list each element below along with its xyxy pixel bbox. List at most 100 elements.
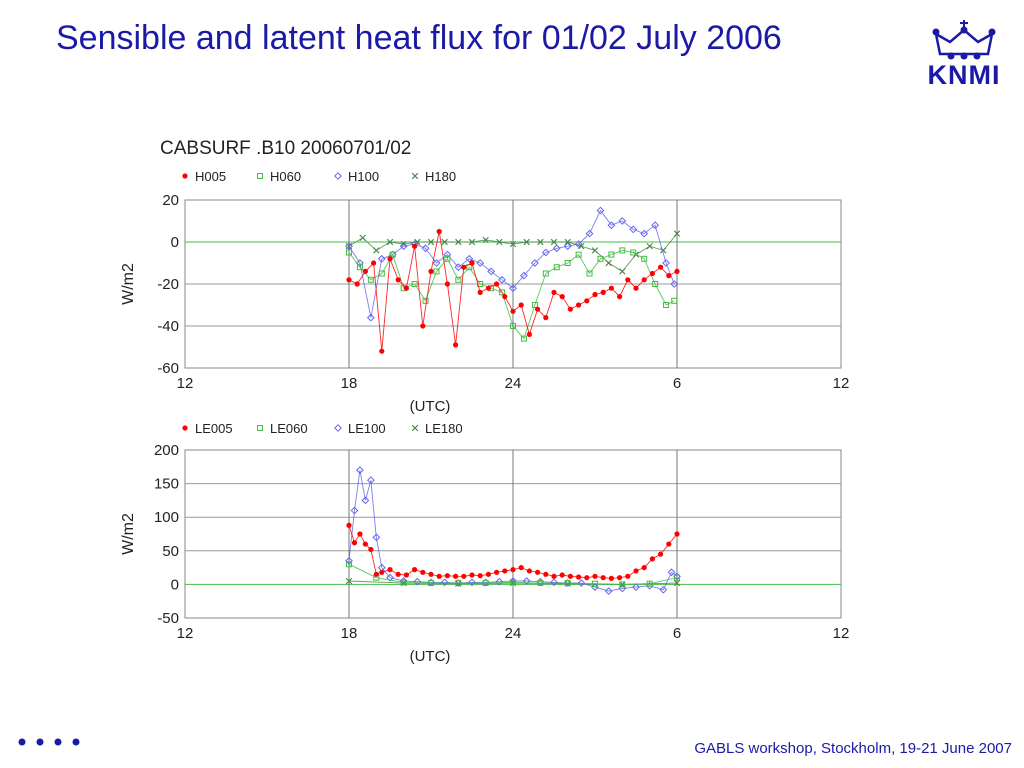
data-point: [535, 306, 541, 312]
data-point: [469, 572, 475, 578]
data-point: [567, 306, 573, 312]
legend-label: H060: [270, 169, 301, 184]
data-point: [526, 568, 532, 574]
data-point: [357, 531, 363, 537]
x-tick-label: 12: [833, 625, 850, 642]
data-point: [477, 289, 483, 295]
legend-label: LE100: [348, 421, 386, 436]
data-point: [646, 580, 653, 587]
data-point: [444, 281, 450, 287]
data-point: [652, 281, 659, 287]
data-point: [427, 238, 435, 246]
data-point: [428, 571, 434, 577]
data-point: [346, 522, 352, 528]
data-point: [403, 285, 409, 291]
legend-marker: [411, 424, 419, 432]
data-point: [379, 569, 385, 575]
y-tick-label: -20: [157, 276, 179, 293]
data-point: [403, 572, 409, 578]
data-point: [518, 565, 524, 571]
series-LE060: [346, 561, 680, 588]
data-point: [520, 335, 527, 342]
data-point: [551, 573, 557, 579]
x-tick-label: 12: [177, 375, 194, 392]
data-point: [640, 229, 649, 238]
data-point: [604, 587, 613, 596]
data-point: [422, 297, 429, 304]
data-point: [531, 302, 538, 308]
data-point: [389, 251, 396, 258]
x-tick-label: 18: [341, 375, 358, 392]
data-point: [619, 581, 626, 588]
data-point: [559, 294, 565, 300]
data-point: [441, 238, 448, 246]
data-point: [444, 573, 450, 579]
data-point: [498, 275, 506, 284]
y-tick-label: 0: [171, 576, 179, 593]
data-point: [564, 260, 571, 266]
data-point: [518, 302, 524, 308]
y-tick-label: -50: [157, 610, 179, 627]
data-point: [482, 236, 489, 244]
data-point: [662, 259, 670, 267]
legend-marker: [257, 425, 263, 431]
data-point: [400, 579, 407, 586]
data-point: [495, 577, 504, 586]
series-LE005: [346, 522, 680, 581]
data-point: [412, 567, 418, 573]
data-point: [345, 556, 353, 565]
y-axis-label: W/m2: [120, 513, 137, 555]
data-point: [649, 556, 656, 562]
data-point: [421, 244, 430, 253]
legend-label: H180: [425, 169, 456, 184]
data-point: [487, 267, 496, 276]
data-point: [666, 541, 672, 547]
data-point: [356, 259, 364, 267]
logo-text: KNMI: [927, 60, 1001, 90]
data-point: [646, 243, 653, 250]
series-H060: [346, 247, 678, 342]
data-point: [395, 571, 401, 577]
data-point: [413, 577, 422, 586]
data-point: [592, 291, 598, 298]
data-point: [658, 551, 664, 557]
data-point: [629, 225, 638, 234]
data-point: [485, 571, 491, 577]
data-point: [499, 289, 506, 296]
data-point: [428, 268, 434, 274]
data-point: [346, 561, 352, 568]
data-point: [378, 270, 385, 277]
data-point: [371, 260, 377, 266]
legend-marker: [334, 172, 342, 180]
data-point: [535, 569, 541, 575]
data-point: [485, 285, 491, 291]
data-point: [520, 271, 528, 280]
data-point: [584, 575, 590, 581]
data-point: [597, 255, 604, 262]
knmi-logo: KNMI: [918, 18, 1010, 98]
data-point: [373, 247, 380, 254]
data-point: [510, 323, 516, 329]
data-point: [608, 575, 614, 581]
data-point: [366, 313, 375, 322]
data-point: [605, 259, 612, 267]
data-point: [526, 331, 532, 337]
data-point: [663, 302, 670, 308]
data-point: [523, 238, 530, 246]
data-point: [455, 580, 462, 587]
data-point: [641, 565, 647, 571]
data-point: [659, 585, 668, 594]
data-point: [600, 575, 606, 581]
x-tick-label: 24: [505, 625, 522, 642]
data-point: [667, 568, 676, 577]
data-point: [345, 577, 353, 585]
data-point: [346, 277, 352, 283]
x-tick-label: 6: [673, 375, 681, 392]
data-point: [550, 578, 558, 587]
data-point: [553, 264, 560, 271]
data-point: [617, 294, 623, 300]
data-point: [674, 268, 680, 274]
legend-marker: [257, 173, 263, 179]
data-point: [440, 578, 449, 587]
